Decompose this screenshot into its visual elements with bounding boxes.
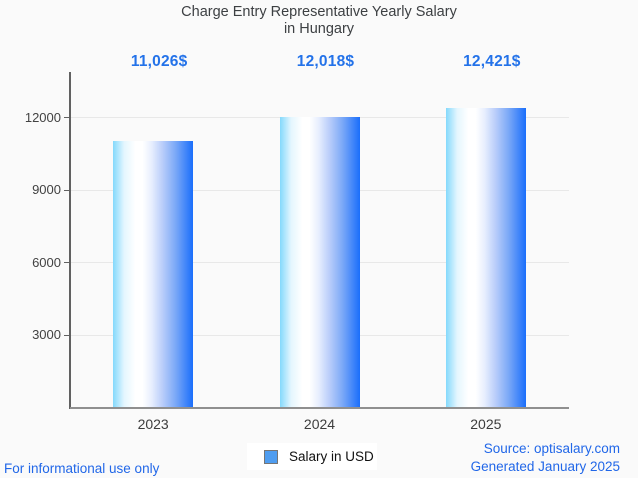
bar-value-label: 11,026$ — [130, 53, 188, 70]
bar-value-label: 12,018$ — [296, 53, 355, 70]
y-axis-label: 12000 — [24, 109, 61, 125]
x-axis-line — [70, 407, 569, 409]
legend-label: Salary in USD — [289, 449, 374, 464]
y-axis-line — [69, 72, 71, 409]
y-axis-tick — [64, 262, 70, 264]
y-axis-label: 6000 — [32, 254, 61, 270]
x-axis-label: 2025 — [470, 416, 502, 432]
y-axis-tick — [64, 117, 70, 119]
legend: Salary in USD — [247, 443, 377, 470]
y-axis-tick — [64, 189, 70, 191]
disclaimer-text: For informational use only — [4, 461, 160, 476]
chart-title-line2: in Hungary — [283, 20, 355, 37]
y-axis-label: 3000 — [32, 327, 61, 343]
x-axis-label: 2024 — [303, 416, 336, 432]
y-axis-tick — [64, 334, 70, 336]
x-axis-label: 2023 — [137, 416, 169, 432]
chart-title: Charge Entry Representative Yearly Salar… — [0, 4, 638, 37]
chart-title-line1: Charge Entry Representative Yearly Salar… — [181, 4, 457, 20]
bar-2024 — [279, 117, 360, 407]
source-block: Source: optisalary.com Generated January… — [471, 440, 620, 475]
bar-value-label: 12,421$ — [463, 53, 521, 70]
generated-text: Generated January 2025 — [470, 458, 620, 474]
source-text: Source: optisalary.com — [483, 441, 620, 456]
bar-2023 — [113, 141, 194, 407]
y-axis-label: 9000 — [32, 182, 61, 198]
legend-swatch-icon — [264, 449, 278, 464]
bar-2025 — [445, 107, 526, 407]
